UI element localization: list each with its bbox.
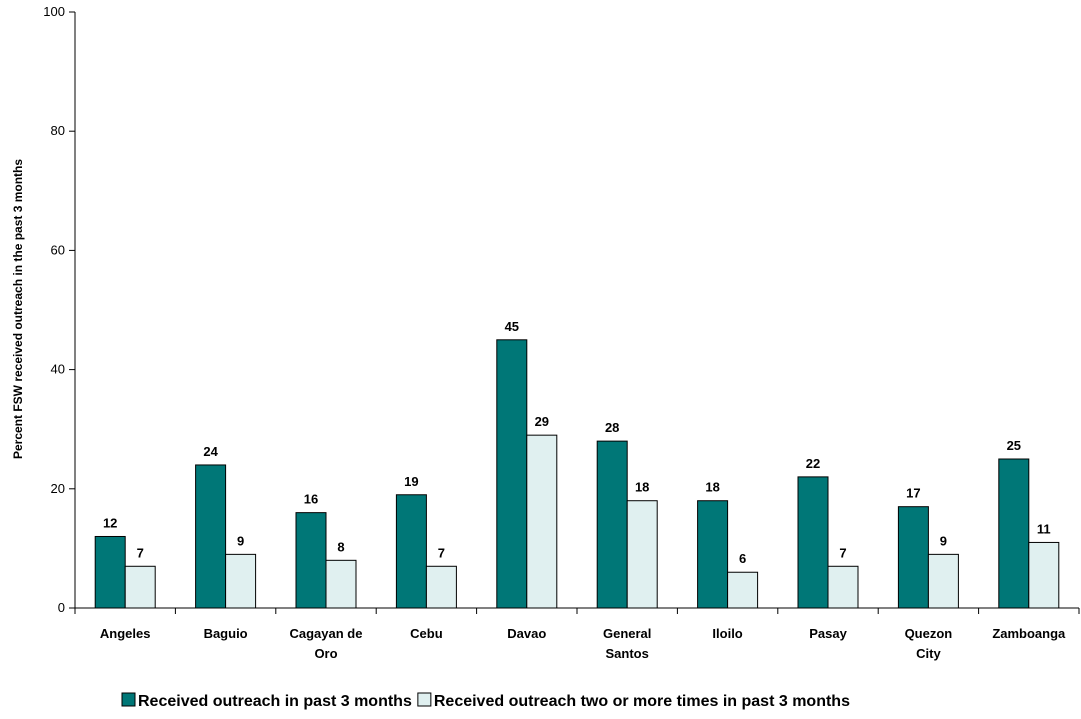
y-ticks: 0 20 40 60 80 100 (43, 4, 75, 615)
category-label: Angeles (100, 626, 151, 641)
bar-received-outreach-2plus (927, 553, 959, 609)
data-label: 28 (605, 420, 619, 435)
category-label: General (603, 626, 651, 641)
data-label: 45 (505, 319, 519, 334)
category-labels: Angeles Baguio Cagayan de Oro Cebu Davao Gener… (100, 626, 1066, 661)
bar-received-outreach (395, 494, 427, 609)
data-label: 22 (806, 456, 820, 471)
bar-received-outreach-2plus (124, 565, 156, 609)
y-tick-label: 100 (43, 4, 65, 19)
category-label: Zamboanga (992, 626, 1066, 641)
data-label: 9 (940, 533, 947, 548)
bar-received-outreach (998, 458, 1030, 609)
data-label: 8 (337, 539, 344, 554)
bar-received-outreach-2plus (225, 553, 257, 609)
data-label: 7 (137, 545, 144, 560)
data-label: 11 (1037, 521, 1051, 536)
category-label: Pasay (809, 626, 847, 641)
bar-received-outreach-2plus (1028, 541, 1060, 609)
data-label: 7 (839, 545, 846, 560)
bar-received-outreach (195, 464, 227, 609)
category-label: Cebu (410, 626, 443, 641)
category-label: Iloilo (712, 626, 742, 641)
legend-swatch-received-outreach-2plus (417, 692, 432, 707)
y-axis-title: Percent FSW received outreach in the pas… (11, 159, 25, 459)
bar-received-outreach (697, 500, 729, 609)
data-label: 9 (237, 533, 244, 548)
data-label: 16 (304, 492, 318, 507)
data-labels: 12 7 24 9 16 8 19 7 45 29 28 18 18 6 22 7 17 9 25 11 (103, 319, 1051, 566)
category-label: Davao (507, 626, 546, 641)
category-label: Quezon (905, 626, 953, 641)
bar-received-outreach-2plus (727, 571, 759, 609)
bar-received-outreach-2plus (425, 565, 457, 609)
bar-received-outreach (496, 339, 528, 609)
legend-label: Received outreach two or more times in p… (434, 693, 850, 710)
y-tick-label: 80 (51, 123, 65, 138)
category-label: City (916, 646, 941, 661)
data-label: 18 (705, 480, 719, 495)
category-label: Oro (314, 646, 337, 661)
data-label: 24 (203, 444, 218, 459)
y-tick-label: 60 (51, 242, 65, 257)
category-label: Baguio (204, 626, 248, 641)
y-tick-label: 20 (51, 481, 65, 496)
y-tick-label: 40 (51, 362, 65, 377)
legend: Received outreach in past 3 months Receiv… (121, 692, 850, 710)
data-label: 18 (635, 480, 649, 495)
data-label: 29 (535, 414, 549, 429)
category-label: Cagayan de (290, 626, 363, 641)
bar-received-outreach (897, 506, 929, 609)
data-label: 12 (103, 515, 117, 530)
legend-swatch-received-outreach (121, 692, 136, 707)
legend-label: Received outreach in past 3 months (138, 693, 412, 710)
data-label: 6 (739, 551, 746, 566)
bar-received-outreach-2plus (626, 500, 658, 609)
bar-received-outreach (797, 476, 829, 609)
data-label: 17 (906, 486, 920, 501)
data-label: 19 (404, 474, 418, 489)
data-label: 25 (1007, 438, 1021, 453)
y-tick-label: 0 (58, 600, 65, 615)
bar-received-outreach (94, 535, 126, 609)
category-label: Santos (606, 646, 649, 661)
bar-received-outreach (295, 512, 327, 609)
data-label: 7 (438, 545, 445, 560)
bar-received-outreach (596, 440, 628, 609)
bar-received-outreach-2plus (325, 559, 357, 609)
bar-received-outreach-2plus (827, 565, 859, 609)
bars (94, 339, 1060, 609)
bar-received-outreach-2plus (526, 434, 558, 609)
